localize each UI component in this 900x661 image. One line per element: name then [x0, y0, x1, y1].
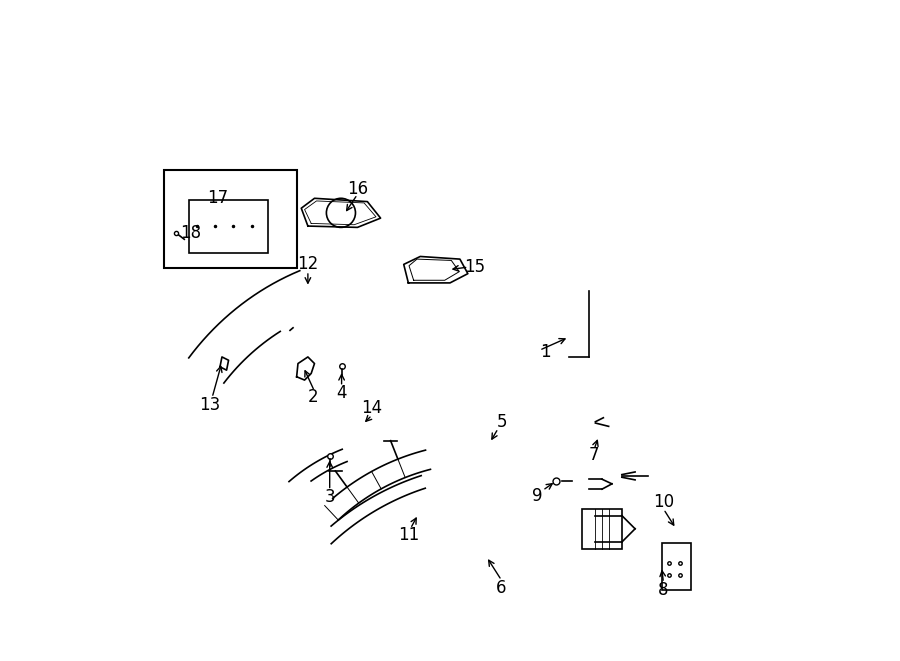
Text: 6: 6 [496, 579, 507, 598]
Text: 10: 10 [652, 493, 674, 512]
Text: 15: 15 [464, 258, 486, 276]
Text: 18: 18 [180, 223, 202, 242]
Text: 4: 4 [337, 384, 347, 403]
Text: 12: 12 [297, 255, 319, 274]
Text: 17: 17 [207, 189, 228, 208]
Text: 14: 14 [362, 399, 382, 418]
Text: 7: 7 [589, 446, 599, 464]
Text: 9: 9 [532, 486, 543, 505]
Text: 3: 3 [324, 488, 335, 506]
Text: 1: 1 [541, 342, 551, 361]
Text: 16: 16 [346, 180, 368, 198]
Text: 8: 8 [658, 580, 669, 599]
Text: 2: 2 [308, 387, 319, 406]
Text: 11: 11 [398, 526, 419, 545]
Text: 13: 13 [199, 395, 220, 414]
Text: 5: 5 [496, 412, 507, 431]
